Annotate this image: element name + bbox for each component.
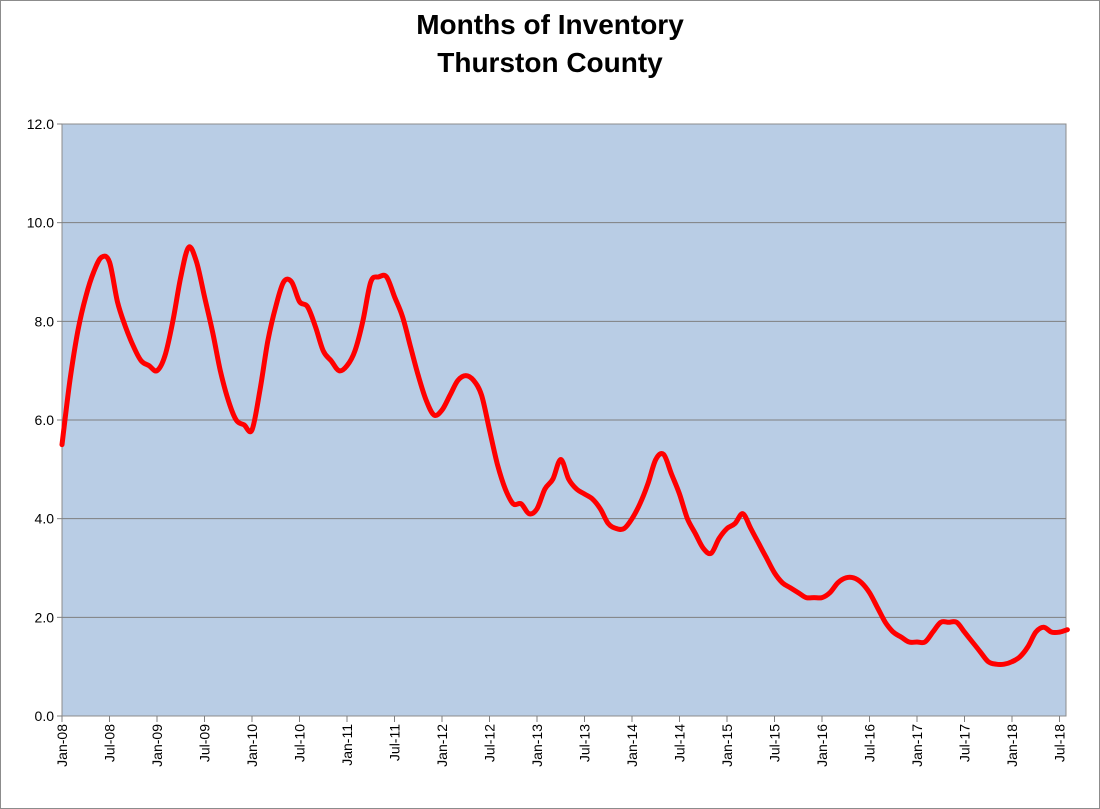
x-tick-label: Jan-14 xyxy=(624,724,640,767)
x-tick-label: Jul-11 xyxy=(387,724,403,761)
x-axis: Jan-08 Jul-08 Jan-09 Jul-09 Jan-10 Jul-10 Jan-… xyxy=(54,716,1068,767)
x-tick-label: Jul-09 xyxy=(197,724,213,762)
x-tick-label: Jan-12 xyxy=(434,724,450,767)
x-tick-label: Jan-13 xyxy=(529,724,545,767)
y-tick-label: 10.0 xyxy=(27,215,54,231)
x-tick-label: Jan-18 xyxy=(1004,724,1020,767)
chart-title-line-2: Thurston County xyxy=(437,47,663,78)
y-tick-label: 4.0 xyxy=(35,511,55,527)
x-tick-label: Jul-15 xyxy=(767,724,783,762)
x-tick-label: Jul-14 xyxy=(672,724,688,762)
y-tick-label: 2.0 xyxy=(35,609,55,625)
x-tick-label: Jan-17 xyxy=(909,724,925,767)
x-tick-label: Jan-16 xyxy=(814,724,830,767)
x-tick-label: Jul-18 xyxy=(1052,724,1068,762)
y-tick-label: 8.0 xyxy=(35,313,55,329)
series-layer xyxy=(59,244,1070,667)
x-tick-label: Jan-08 xyxy=(54,724,70,767)
y-tick-label: 6.0 xyxy=(35,412,55,428)
x-tick-label: Jan-10 xyxy=(244,724,260,767)
x-tick-label: Jul-13 xyxy=(577,724,593,762)
y-axis: 0.0 2.0 4.0 6.0 8.0 10.0 12.0 xyxy=(27,116,62,724)
x-tick-label: Jul-12 xyxy=(482,724,498,762)
y-tick-label: 0.0 xyxy=(35,708,55,724)
x-tick-label: Jul-17 xyxy=(957,724,973,762)
x-tick-label: Jul-08 xyxy=(102,724,118,762)
x-tick-label: Jan-09 xyxy=(149,724,165,767)
series-line xyxy=(59,244,1070,667)
x-tick-label: Jan-15 xyxy=(719,724,735,767)
x-tick-label: Jul-10 xyxy=(292,724,308,762)
y-tick-label: 12.0 xyxy=(27,116,54,132)
x-tick-label: Jan-11 xyxy=(339,724,355,766)
chart-title: Months of Inventory Thurston County xyxy=(0,6,1100,82)
x-tick-label: Jul-16 xyxy=(862,724,878,762)
gridlines xyxy=(62,222,1066,618)
chart-title-line-1: Months of Inventory xyxy=(416,9,684,40)
